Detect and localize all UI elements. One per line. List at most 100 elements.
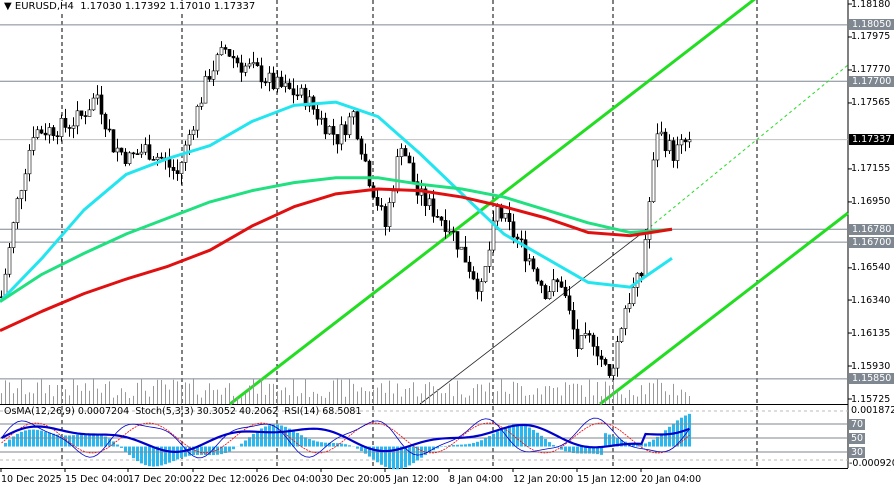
candle-body (499, 206, 504, 219)
candle-body (115, 147, 120, 153)
level-label: 1.16780 (849, 223, 894, 235)
candle-body (507, 213, 512, 223)
candle-body (575, 328, 580, 350)
candle-body (403, 148, 408, 157)
candle-body (555, 279, 560, 283)
candle-body (611, 367, 616, 376)
candle-body (207, 76, 212, 80)
moving-average-line-2 (0, 187, 673, 332)
candle-body (631, 287, 636, 305)
candle-body (387, 202, 392, 228)
candle-body (651, 159, 656, 203)
candle-body (235, 57, 240, 64)
candle-body (7, 247, 12, 275)
candle-body (327, 126, 332, 135)
candle-body (103, 113, 108, 130)
candle-body (563, 286, 568, 297)
candle-body (359, 138, 364, 155)
candle-body (99, 94, 104, 115)
candle-body (647, 201, 652, 240)
time-label: 10 Dec 2025 (1, 474, 62, 485)
candle-body (439, 216, 444, 221)
candle-body (643, 239, 648, 277)
candle-body (275, 76, 280, 90)
candle-body (523, 239, 528, 262)
candle-body (407, 155, 412, 164)
candle-body (131, 152, 136, 155)
indicator-level-label: 50 (849, 432, 866, 444)
candle-body (567, 295, 572, 311)
candle-body (535, 268, 540, 282)
candle-body (223, 47, 228, 50)
candle-body (503, 213, 508, 219)
chart-header: ▼ EURUSD,H4 1.17030 1.17392 1.17010 1.17… (4, 1, 256, 12)
price-tick-label: 1.17975 (851, 31, 891, 43)
candle-body (627, 303, 632, 309)
candle-body (283, 82, 288, 87)
candle-body (211, 70, 216, 80)
level-label: 1.18050 (849, 19, 894, 31)
candle-body (451, 230, 456, 233)
candle-body (675, 144, 680, 161)
time-label: 12 Jan 20:00 (513, 474, 574, 485)
dropdown-arrow-icon[interactable]: ▼ (4, 1, 15, 12)
candle-body (67, 127, 72, 129)
candle-body (35, 129, 40, 138)
candle-body (379, 205, 384, 207)
candle-body (215, 54, 220, 72)
candle-body (239, 62, 244, 73)
candle-body (395, 156, 400, 192)
candle-body (663, 131, 668, 152)
candle-body (51, 127, 56, 137)
candle-body (39, 129, 44, 134)
candle-body (339, 124, 344, 145)
indicator-max-label: 0.001872 (851, 405, 894, 416)
candle-body (151, 159, 156, 161)
candle-body (199, 102, 204, 107)
candle-body (135, 153, 140, 155)
candle-body (615, 341, 620, 369)
candle-body (263, 81, 268, 84)
candle-body (579, 335, 584, 350)
candle-body (299, 87, 304, 96)
candle-body (79, 110, 84, 116)
candle-body (415, 181, 420, 196)
candle-body (179, 162, 184, 174)
candle-body (27, 150, 32, 175)
candle-body (31, 137, 36, 151)
candle-body (447, 230, 452, 233)
candle-body (11, 222, 16, 248)
moving-average-line-1 (0, 176, 673, 303)
candle-body (19, 190, 24, 199)
candle-body (519, 238, 524, 241)
candle-body (463, 246, 468, 263)
channel-lower-line (599, 211, 849, 406)
candle-body (343, 124, 348, 136)
channel-upper-line (229, 0, 756, 406)
candle-body (267, 72, 272, 83)
candle-body (203, 76, 208, 104)
candle-body (279, 76, 284, 87)
candle-body (559, 281, 564, 288)
candle-body (83, 115, 88, 117)
candle-body (639, 272, 644, 277)
candle-body (599, 355, 604, 360)
candle-body (547, 291, 552, 299)
candle-body (191, 129, 196, 135)
candle-body (475, 278, 480, 292)
candle-body (119, 147, 124, 153)
price-tick-label: 1.15930 (851, 360, 891, 372)
candle-body (147, 144, 152, 160)
candle-body (87, 109, 92, 117)
candle-body (155, 156, 160, 160)
candle-body (111, 129, 116, 153)
rsi-line (0, 423, 690, 453)
candle-body (123, 151, 128, 164)
price-tick-label: 1.16340 (851, 294, 891, 306)
time-label: 5 Jan 12:00 (385, 474, 440, 485)
candle-body (543, 285, 548, 299)
candle-body (495, 206, 500, 222)
candle-body (551, 279, 556, 293)
time-label: 17 Dec 20:00 (128, 474, 192, 485)
